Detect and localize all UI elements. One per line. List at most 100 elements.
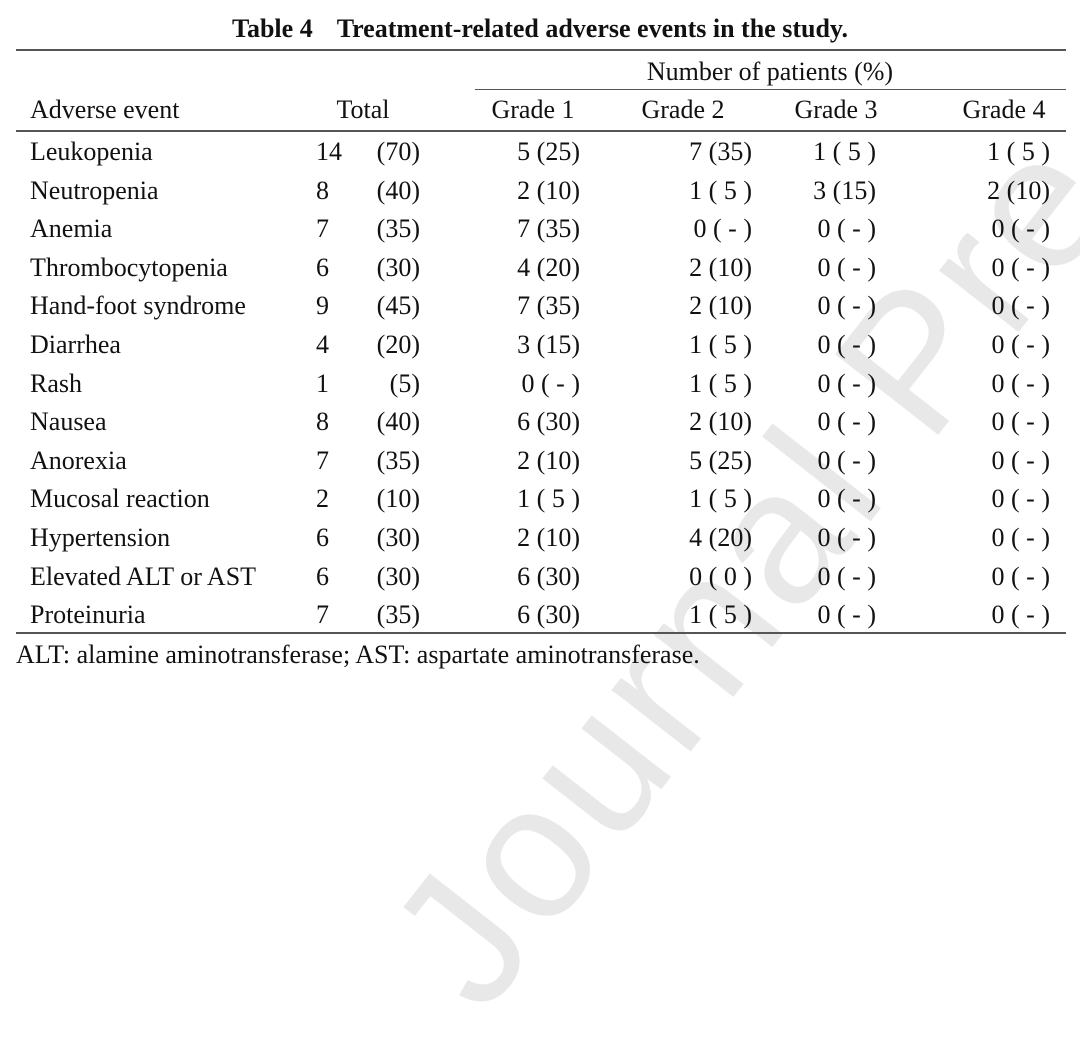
header-grade-4: Grade 4 [962,95,1046,124]
cell-g1: 4 (20) [517,252,580,282]
header-rule [16,130,1066,132]
cell-g1: 2 (10) [517,175,580,205]
cell-g1: 6 (30) [517,407,580,437]
cell-g1: 2 (10) [517,445,580,475]
cell-g4: 0 ( - ) [991,445,1050,475]
cell-total-n: 8 [316,407,329,437]
cell-total-pct: (45) [376,291,420,321]
cell-g2: 7 (35) [689,137,752,166]
cell-total-n: 4 [316,330,329,359]
cell-event: Proteinuria [30,600,146,630]
cell-g1: 6 (30) [517,600,580,630]
table-title: Table 4 Treatment-related adverse events … [0,14,1080,44]
cell-event: Mucosal reaction [30,484,210,514]
cell-total-n: 6 [316,561,329,591]
group-rule [475,89,1066,90]
cell-g3: 0 ( - ) [817,214,876,244]
bottom-rule [16,632,1066,634]
cell-g4: 0 ( - ) [991,523,1050,552]
cell-total-n: 8 [316,175,329,205]
cell-g2: 2 (10) [689,291,752,321]
cell-g3: 0 ( - ) [817,291,876,321]
cell-total-n: 2 [316,484,329,514]
cell-g2: 1 ( 5 ) [689,175,752,205]
header-total: Total [336,95,390,124]
cell-g1: 7 (35) [517,214,580,244]
cell-total-n: 7 [316,445,329,475]
cell-total-pct: (5) [389,368,420,398]
cell-g4: 0 ( - ) [991,484,1050,514]
cell-event: Leukopenia [30,137,153,166]
header-grade-1: Grade 1 [491,95,575,124]
cell-g1: 2 (10) [517,523,580,552]
cell-g1: 6 (30) [517,561,580,591]
cell-g2: 2 (10) [689,252,752,282]
cell-total-pct: (30) [376,523,420,552]
cell-g2: 0 ( - ) [693,214,752,244]
cell-g4: 2 (10) [987,175,1050,205]
cell-g2: 1 ( 5 ) [689,330,752,359]
cell-total-pct: (35) [376,445,420,475]
cell-g3: 0 ( - ) [817,445,876,475]
cell-g4: 0 ( - ) [991,561,1050,591]
cell-total-n: 1 [316,368,329,398]
cell-total-n: 9 [316,291,329,321]
cell-event: Hypertension [30,523,171,552]
cell-g4: 0 ( - ) [991,600,1050,630]
cell-total-n: 7 [316,214,329,244]
cell-g2: 1 ( 5 ) [689,484,752,514]
cell-total-n: 6 [316,523,329,552]
cell-g2: 2 (10) [689,407,752,437]
cell-g2: 1 ( 5 ) [689,600,752,630]
cell-g3: 0 ( - ) [817,561,876,591]
cell-total-pct: (70) [376,137,420,166]
cell-total-pct: (40) [376,175,420,205]
cell-g1: 0 ( - ) [521,368,580,398]
cell-g3: 3 (15) [813,175,876,205]
cell-event: Anorexia [30,445,127,475]
cell-event: Elevated ALT or AST [30,561,257,591]
top-rule [16,49,1066,51]
cell-g3: 0 ( - ) [817,252,876,282]
cell-g2: 4 (20) [689,523,752,552]
cell-g2: 5 (25) [689,445,752,475]
cell-total-pct: (35) [376,600,420,630]
cell-event: Diarrhea [30,330,121,359]
cell-g2: 0 ( 0 ) [689,561,752,591]
footnote: ALT: alamine aminotransferase; AST: aspa… [16,640,700,669]
table-number: Table 4 [232,14,313,43]
cell-total-pct: (30) [376,561,420,591]
cell-total-n: 6 [316,252,329,282]
cell-total-n: 14 [316,137,342,166]
cell-g3: 0 ( - ) [817,368,876,398]
cell-g1: 3 (15) [517,330,580,359]
cell-g4: 1 ( 5 ) [987,137,1050,166]
cell-g4: 0 ( - ) [991,330,1050,359]
cell-event: Thrombocytopenia [30,252,228,282]
cell-total-n: 7 [316,600,329,630]
header-group: Number of patients (%) [646,57,894,86]
cell-g4: 0 ( - ) [991,214,1050,244]
cell-event: Anemia [30,214,113,244]
cell-total-pct: (20) [376,330,420,359]
cell-event: Nausea [30,407,107,437]
cell-g2: 1 ( 5 ) [689,368,752,398]
header-grade-3: Grade 3 [794,95,878,124]
cell-g1: 5 (25) [517,137,580,166]
cell-g3: 0 ( - ) [817,600,876,630]
cell-event: Rash [30,368,82,398]
header-adverse-event: Adverse event [30,95,180,124]
cell-g3: 0 ( - ) [817,484,876,514]
cell-g3: 0 ( - ) [817,523,876,552]
cell-g1: 1 ( 5 ) [517,484,580,514]
cell-g1: 7 (35) [517,291,580,321]
cell-total-pct: (35) [376,214,420,244]
cell-total-pct: (10) [376,484,420,514]
cell-g4: 0 ( - ) [991,368,1050,398]
cell-event: Neutropenia [30,175,159,205]
cell-g3: 0 ( - ) [817,407,876,437]
cell-g4: 0 ( - ) [991,291,1050,321]
cell-total-pct: (30) [376,252,420,282]
header-grade-2: Grade 2 [641,95,725,124]
table-caption: Treatment-related adverse events in the … [336,14,848,43]
